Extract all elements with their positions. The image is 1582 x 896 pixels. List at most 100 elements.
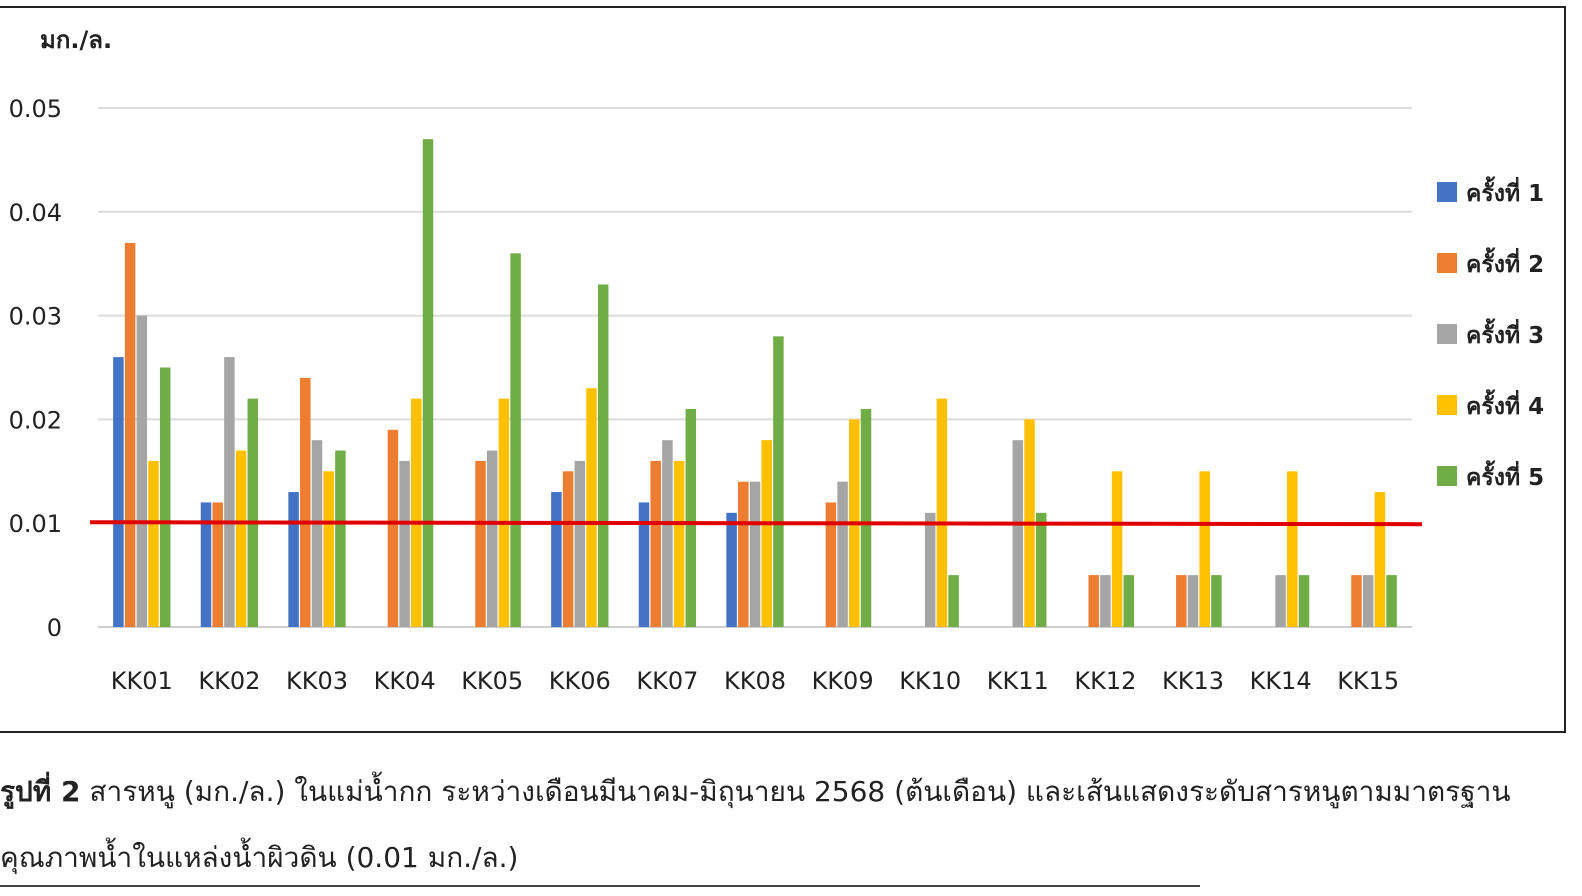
y-tick-label: 0.03	[9, 303, 62, 331]
bar	[1287, 471, 1298, 627]
x-tick-label: KK10	[899, 667, 961, 695]
legend-label: ครั้งที่ 3	[1466, 318, 1544, 349]
bar	[235, 450, 247, 627]
chart-frame: 0 0.01 0.02 0.03 0.04 0.05 KK01 KK02 KK03 KK04 KK…	[0, 6, 1566, 733]
y-tick-label: 0.02	[9, 406, 62, 434]
bar-chart: 00.010.020.030.040.05 KK01 KK02 KK03 KK04 KK…	[9, 26, 1545, 695]
bar	[825, 502, 837, 627]
bar	[738, 481, 749, 627]
x-tick-label: KK13	[1162, 667, 1224, 695]
bar	[510, 253, 521, 627]
standard-threshold-line	[89, 520, 1423, 527]
bar	[1362, 575, 1374, 627]
bar	[498, 398, 510, 627]
bar	[1111, 471, 1123, 627]
bar	[1374, 492, 1386, 627]
bar	[335, 450, 346, 627]
bar	[1199, 471, 1210, 627]
bar	[562, 471, 574, 627]
y-axis-label: มก./ล.	[40, 26, 112, 54]
legend-label: ครั้งที่ 2	[1466, 247, 1544, 278]
figure-caption-line-2: คุณภาพน้ำในแหล่งน้ำผิวดิน (0.01 มก./ล.)	[0, 836, 1560, 880]
bar	[124, 242, 136, 627]
bar	[411, 398, 422, 627]
y-tick-label: 0	[47, 614, 62, 642]
bar	[726, 512, 737, 627]
bar	[1211, 575, 1222, 627]
x-tick-label: KK15	[1337, 667, 1399, 695]
x-tick-label: KK01	[111, 667, 173, 695]
bar	[936, 398, 948, 627]
bar	[475, 460, 486, 627]
legend-swatch	[1437, 182, 1457, 202]
figure-caption-line-1: รูปที่ 2 สารหนู (มก./ล.) ในแม่น้ำกก ระหว…	[0, 770, 1560, 814]
bar	[1012, 440, 1024, 627]
bar	[1176, 575, 1187, 627]
bar	[1035, 512, 1047, 627]
legend: ครั้งที่ 1 ครั้งที่ 2 ครั้งที่ 3 ครั้งที่ 4…	[1437, 176, 1544, 491]
bar	[650, 460, 661, 627]
figure-caption-text-2: คุณภาพน้ำในแหล่งน้ำผิวดิน (0.01 มก./ล.)	[0, 841, 519, 874]
x-tick-label: KK07	[636, 667, 698, 695]
bar	[113, 357, 124, 627]
bar	[212, 502, 223, 627]
bar	[638, 502, 650, 627]
x-tick-label: KK06	[549, 667, 611, 695]
bar	[136, 315, 148, 627]
x-tick-labels: KK01 KK02 KK03 KK04 KK05 KK06 KK07 KK08 KK09 KK10…	[111, 667, 1399, 695]
bar	[399, 460, 410, 627]
bar	[1386, 575, 1397, 627]
y-tick-label: 0.01	[9, 510, 62, 538]
bar	[1123, 575, 1135, 627]
bar	[749, 481, 761, 627]
figure-caption-label: รูปที่ 2	[0, 775, 81, 808]
bars	[113, 139, 1397, 627]
y-tick-label: 0.04	[9, 199, 62, 227]
legend-swatch	[1437, 395, 1457, 415]
x-tick-label: KK09	[812, 667, 874, 695]
bar	[924, 512, 936, 627]
bar	[1187, 575, 1199, 627]
bar	[597, 284, 609, 627]
bar	[200, 502, 212, 627]
bar	[1298, 575, 1310, 627]
bar	[860, 409, 872, 627]
bar	[323, 471, 334, 627]
bar	[586, 388, 597, 627]
x-tick-label: KK12	[1074, 667, 1136, 695]
x-tick-label: KK11	[987, 667, 1049, 695]
bar	[288, 492, 299, 627]
legend-label: ครั้งที่ 1	[1466, 176, 1544, 207]
x-tick-label: KK08	[724, 667, 786, 695]
legend-label: ครั้งที่ 4	[1466, 389, 1544, 420]
bar	[247, 398, 259, 627]
bar	[662, 440, 673, 627]
bar	[159, 367, 171, 627]
x-tick-label: KK04	[374, 667, 436, 695]
y-tick-labels: 0 0.01 0.02 0.03 0.04 0.05	[9, 95, 62, 642]
bar	[300, 377, 311, 627]
bar	[551, 492, 562, 627]
bar	[311, 440, 323, 627]
bar	[948, 575, 959, 627]
bar	[837, 481, 848, 627]
legend-label: ครั้งที่ 5	[1466, 460, 1544, 491]
bar	[486, 450, 498, 627]
bar	[224, 357, 235, 627]
y-tick-label: 0.05	[9, 95, 62, 123]
figure-caption-text-1: สารหนู (มก./ล.) ในแม่น้ำกก ระหว่างเดือนม…	[80, 775, 1511, 808]
x-tick-label: KK14	[1250, 667, 1312, 695]
bar	[574, 460, 586, 627]
legend-swatch	[1437, 253, 1457, 273]
bar	[761, 440, 772, 627]
bar	[685, 409, 697, 627]
legend-swatch	[1437, 324, 1457, 344]
x-tick-label: KK02	[198, 667, 260, 695]
bar	[148, 460, 159, 627]
bar	[1275, 575, 1286, 627]
reference-line	[89, 520, 1423, 527]
bottom-rule	[0, 885, 1200, 887]
x-tick-label: KK05	[461, 667, 523, 695]
bar	[673, 460, 685, 627]
bar	[1088, 575, 1099, 627]
